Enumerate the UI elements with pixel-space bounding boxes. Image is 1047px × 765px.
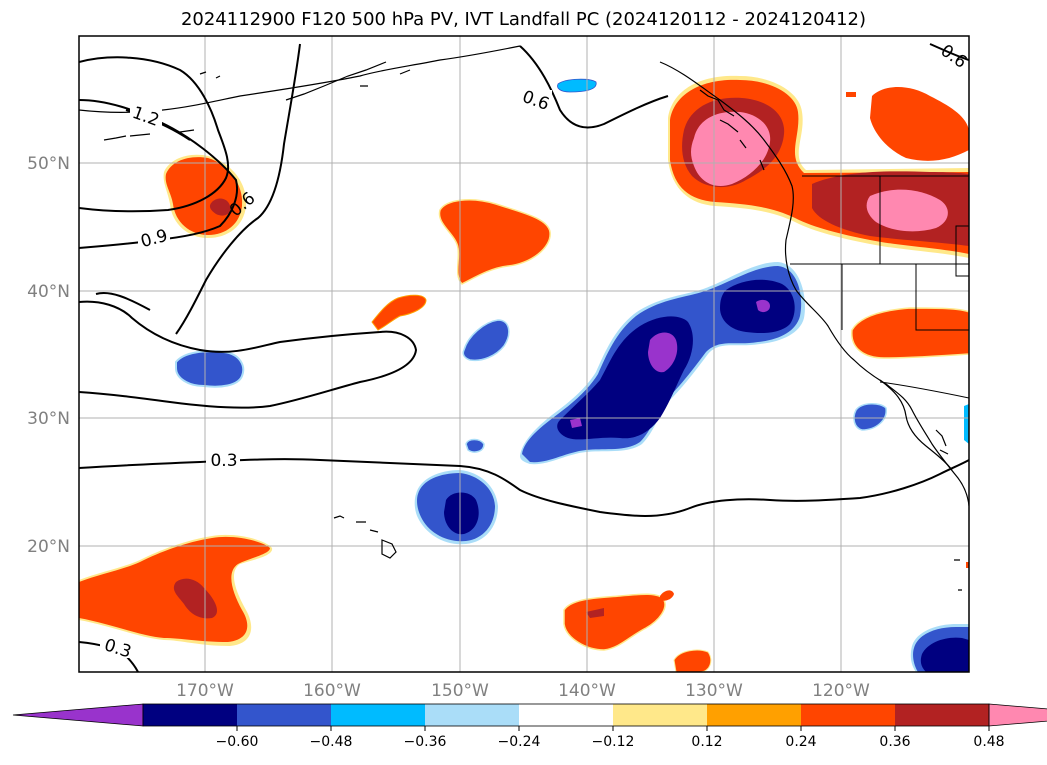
- west-negative-blob: [175, 350, 245, 388]
- longitude-labels: 170°W 160°W 150°W 140°W 130°W 120°W: [176, 681, 870, 701]
- lon-label: 120°W: [812, 681, 870, 701]
- graticule: [79, 36, 969, 672]
- pnw-positive-region: [668, 75, 969, 258]
- colorbar-tick-label: −0.60: [216, 734, 259, 750]
- colorbar-tick-label: −0.36: [404, 734, 447, 750]
- colorbar-tick-label: 0.12: [691, 734, 722, 750]
- colorbar-segment: [237, 704, 332, 726]
- colorbar-segment: [425, 704, 520, 726]
- lat-label: 30°N: [27, 409, 70, 429]
- southeast-negative-blob: [910, 624, 969, 672]
- colorbar-segment: [895, 704, 990, 726]
- south-central-positive-blob: [563, 562, 969, 672]
- map-title: 2024112900 F120 500 hPa PV, IVT Landfall…: [180, 9, 867, 30]
- hawaii-negative-blob: [414, 470, 498, 545]
- colorbar-segment: [143, 704, 238, 726]
- southwest-positive-region: [79, 534, 273, 646]
- lat-label: 20°N: [27, 537, 70, 557]
- lon-label: 170°W: [176, 681, 234, 701]
- state-borders: [790, 175, 969, 399]
- colorbar-tick-label: −0.48: [310, 734, 353, 750]
- small-negative-blob: [462, 319, 510, 362]
- colorbar-segment: [331, 704, 426, 726]
- main-negative-band: [520, 262, 805, 465]
- latitude-labels: 50°N 40°N 30°N 20°N: [27, 154, 70, 557]
- colorbar-tick-label: −0.24: [498, 734, 541, 750]
- colorbar: −0.60 −0.48 −0.36 −0.24 −0.12 0.12 0.24 0.36 0.4…: [12, 703, 1047, 750]
- lon-label: 140°W: [558, 681, 616, 701]
- colorbar-extend-max: [988, 703, 1047, 727]
- map-frame: [78, 35, 970, 673]
- colorbar-tick-label: 0.48: [973, 734, 1004, 750]
- colorbar-segment: [707, 704, 802, 726]
- map-layers: [79, 36, 969, 672]
- colorbar-extend-min: [12, 703, 144, 727]
- central-positive-blob: [438, 198, 551, 285]
- colorbar-segment: [613, 704, 708, 726]
- lat-label: 40°N: [27, 282, 70, 302]
- colorbar-segment: [801, 704, 896, 726]
- colorbar-tick-label: 0.36: [879, 734, 910, 750]
- contour-label: 0.3: [210, 451, 237, 471]
- lon-label: 130°W: [685, 681, 743, 701]
- small-positive-blob: [371, 294, 427, 331]
- lon-label: 150°W: [431, 681, 489, 701]
- colorbar-outline: [142, 703, 990, 727]
- lat-label: 50°N: [27, 154, 70, 174]
- colorbar-tick-label: 0.24: [785, 734, 816, 750]
- north-negative-blob: [557, 78, 597, 93]
- coastlines: [79, 45, 969, 591]
- lon-label: 160°W: [303, 681, 361, 701]
- canada-positive-blob: [870, 87, 969, 161]
- colorbar-segment: [519, 704, 614, 726]
- colorbar-tick-label: −0.12: [592, 734, 635, 750]
- california-positive-blob: [851, 307, 969, 359]
